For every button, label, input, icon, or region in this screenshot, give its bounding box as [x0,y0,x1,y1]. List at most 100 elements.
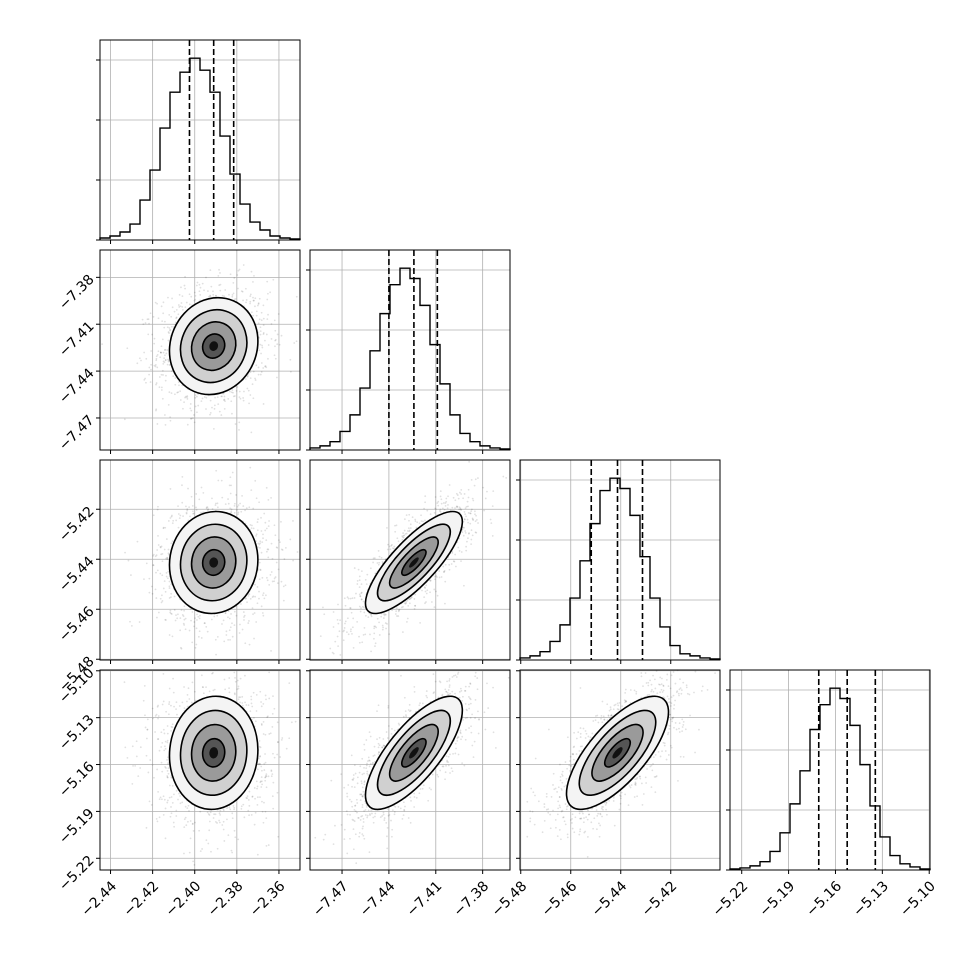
sample-point [471,497,474,500]
sample-point [273,319,276,322]
sample-point [401,538,404,541]
sample-point [357,568,360,571]
panel-p3-vs-p0: −5.22−5.19−5.16−5.13−5.10−2.44 −2.42 −2.40… [56,665,301,920]
sample-point [166,326,169,329]
y-tick-label: −7.47 [56,412,98,454]
sample-point [201,397,204,400]
sample-point [156,569,159,572]
sample-point [216,635,219,638]
sample-point [160,351,162,354]
sample-point [434,578,436,581]
sample-point [191,641,194,644]
sample-point [458,550,461,552]
sample-point [374,642,377,645]
sample-point [426,589,429,592]
sample-point [262,594,264,597]
sample-point [262,720,265,723]
sample-point [277,313,280,315]
sample-point [425,592,428,595]
sample-point [196,619,198,621]
sample-point [255,497,258,500]
sample-point [221,294,224,297]
sample-point [160,386,163,389]
sample-point [222,619,225,622]
sample-point [268,520,270,522]
sample-point [149,381,152,383]
sample-point [173,595,176,598]
sample-point [240,290,243,293]
sample-point [464,530,467,532]
sample-point [483,509,486,512]
sample-point [163,357,166,360]
sample-point [463,511,466,513]
sample-point [249,394,252,396]
sample-point [381,624,384,627]
sample-point [277,539,280,542]
sample-point [217,403,220,406]
sample-point [502,475,505,478]
sample-point [280,520,282,523]
sample-point [234,680,237,683]
sample-point [169,488,172,490]
sample-point [221,496,224,499]
sample-point [469,522,472,525]
sample-point [155,408,158,411]
sample-point [233,277,236,279]
sample-point [166,577,169,580]
sample-point [273,354,276,357]
sample-point [248,814,250,817]
sample-point [197,404,200,407]
sample-point [157,505,159,508]
sample-point [262,614,265,617]
sample-point [274,576,277,578]
sample-point [183,618,186,621]
sample-point [157,715,160,717]
sample-point [261,346,264,349]
sample-point [385,627,387,630]
density-contour [190,321,237,372]
sample-point [262,332,265,334]
sample-point [170,596,172,599]
sample-point [155,597,158,599]
sample-point [234,297,237,300]
sample-point [138,621,141,623]
sample-point [420,520,423,522]
sample-point [362,600,365,603]
sample-point [260,605,263,608]
sample-point [240,510,243,513]
sample-point [339,619,341,621]
sample-point [447,504,449,506]
sample-point [260,723,263,725]
sample-point [244,597,247,600]
sample-point [168,597,171,599]
sample-point [350,611,353,614]
sample-point [439,495,442,498]
sample-point [168,332,170,335]
sample-point [442,565,445,568]
sample-point [179,646,182,649]
sample-point [171,306,174,309]
sample-point [356,579,359,582]
sample-point [141,318,144,321]
sample-point [240,603,242,605]
sample-point [174,383,177,386]
sample-point [266,318,269,321]
sample-point [261,344,263,347]
sample-point [272,695,274,697]
sample-point [243,816,246,819]
sample-point [259,333,262,336]
density-fill [209,341,219,351]
sample-point [381,628,384,631]
sample-point [193,414,195,416]
sample-point [269,573,272,576]
sample-point [183,686,185,688]
sample-point [235,494,238,496]
sample-point [188,506,191,509]
sample-point [373,557,376,560]
sample-point [225,634,228,636]
sample-point [266,579,269,582]
sample-point [270,496,272,499]
sample-point [266,280,269,283]
sample-point [216,396,219,399]
sample-point [136,540,139,543]
